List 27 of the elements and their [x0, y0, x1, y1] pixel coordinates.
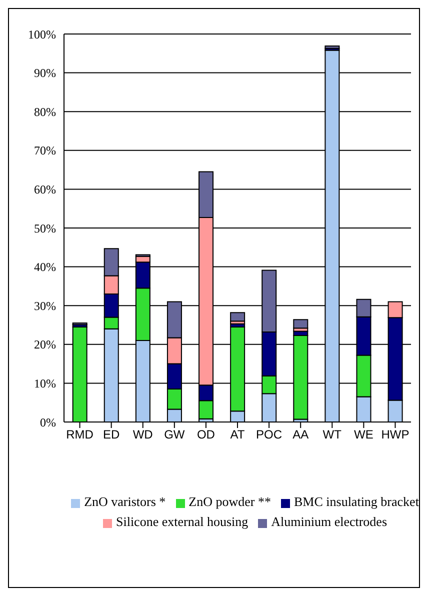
- x-tick-label: WD: [132, 428, 154, 442]
- y-tick-label: 80%: [34, 104, 56, 119]
- x-tick-label: AA: [292, 428, 309, 442]
- x-tick-label: RMD: [66, 428, 94, 442]
- y-tick-label: 20%: [34, 338, 56, 352]
- y-tick-label: 30%: [34, 298, 56, 313]
- y-tick-label: 70%: [34, 144, 56, 158]
- y-tick-label: 100%: [28, 27, 56, 42]
- x-tick-label: POC: [256, 428, 282, 442]
- y-tick-label: 40%: [34, 260, 56, 274]
- x-tick-label: GW: [164, 428, 186, 442]
- x-tick-label: WT: [322, 428, 342, 442]
- legend-label: ZnO varistors *: [84, 494, 166, 509]
- y-tick-label: 60%: [34, 182, 56, 196]
- legend-label: Aluminium electrodes: [271, 514, 388, 529]
- x-tick-label: HWP: [381, 428, 410, 442]
- legend-label: BMC insulating bracket: [294, 494, 419, 509]
- y-tick-label: 10%: [34, 376, 56, 390]
- x-tick-label: WE: [354, 428, 374, 442]
- y-tick-label: 50%: [34, 221, 56, 236]
- legend-label: ZnO powder **: [188, 494, 271, 509]
- x-tick-label: AT: [230, 428, 246, 442]
- y-tick-label: 0%: [40, 415, 56, 430]
- x-tick-label: OD: [196, 428, 216, 442]
- x-tick-label: ED: [102, 428, 120, 442]
- legend-label: Silicone external housing: [116, 514, 248, 529]
- y-tick-label: 90%: [34, 66, 56, 80]
